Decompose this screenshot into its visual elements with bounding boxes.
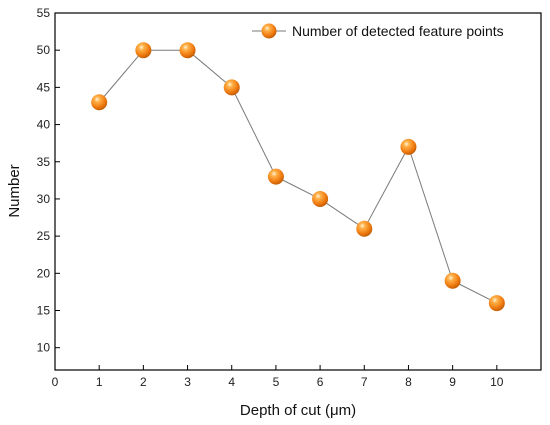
y-tick-label: 35 <box>37 155 51 169</box>
series-line-segment <box>275 176 321 200</box>
y-axis-ticks <box>55 12 60 349</box>
x-tick-label: 8 <box>405 375 412 389</box>
series-line-segment <box>98 49 144 103</box>
data-point <box>223 79 240 96</box>
x-tick-label: 1 <box>96 375 103 389</box>
y-tick-label: 45 <box>37 80 51 94</box>
series-line-segment <box>319 198 365 230</box>
data-point <box>444 272 461 289</box>
series-line-segment <box>231 87 277 177</box>
data-point <box>179 42 196 59</box>
y-tick-label: 40 <box>37 118 51 132</box>
y-axis-title: Number <box>6 164 23 217</box>
data-point <box>400 138 417 155</box>
y-tick-label: 55 <box>37 6 51 20</box>
y-tick-label: 25 <box>37 229 51 243</box>
y-axis-tick-labels: 10 15 20 25 30 35 40 45 50 55 <box>37 6 51 355</box>
series-line-segment <box>452 280 498 304</box>
data-point <box>267 168 284 185</box>
x-axis-tick-labels: 0 1 2 3 4 5 6 7 8 9 10 <box>52 375 504 389</box>
y-tick-label: 20 <box>37 266 51 280</box>
x-tick-label: 3 <box>184 375 191 389</box>
series-line-segment <box>363 146 409 229</box>
series-line <box>98 49 498 304</box>
x-tick-label: 10 <box>490 375 504 389</box>
x-tick-label: 6 <box>317 375 324 389</box>
series-markers <box>91 42 505 312</box>
y-tick-label: 50 <box>37 43 51 57</box>
x-tick-label: 5 <box>273 375 280 389</box>
data-point <box>312 190 329 207</box>
data-point <box>91 94 108 111</box>
legend-label: Number of detected feature points <box>292 23 504 39</box>
legend-marker <box>261 23 277 39</box>
x-tick-label: 7 <box>361 375 368 389</box>
y-tick-label: 30 <box>37 192 51 206</box>
data-point <box>488 295 505 312</box>
data-point <box>356 220 373 237</box>
x-tick-label: 9 <box>449 375 456 389</box>
series-line-segment <box>187 49 233 88</box>
x-axis-title: Depth of cut (μm) <box>240 402 356 419</box>
x-axis-ticks <box>54 365 498 370</box>
x-tick-label: 4 <box>228 375 235 389</box>
plot-area <box>54 12 542 371</box>
plot-border <box>54 12 542 371</box>
y-tick-label: 15 <box>37 304 51 318</box>
y-tick-label: 10 <box>37 341 51 355</box>
x-tick-label: 2 <box>140 375 147 389</box>
data-point <box>135 42 152 59</box>
legend: Number of detected feature points <box>252 23 504 39</box>
x-tick-label: 0 <box>52 375 59 389</box>
series-line-segment <box>407 146 454 281</box>
